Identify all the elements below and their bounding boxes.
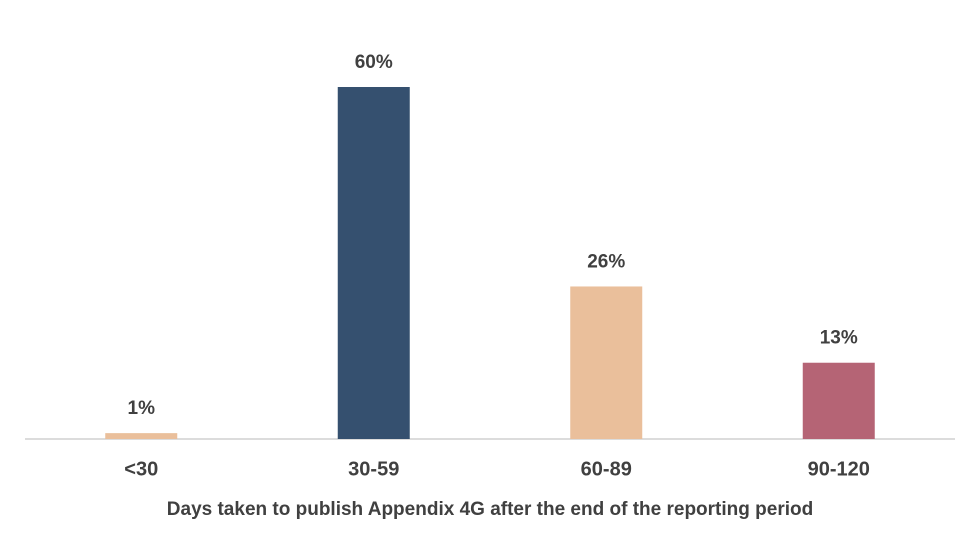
x-tick-label: 30-59 <box>348 458 399 480</box>
x-tick-label: <30 <box>124 458 158 480</box>
data-label: 60% <box>355 52 393 73</box>
data-label: 1% <box>128 398 156 419</box>
x-tick-label: 60-89 <box>581 458 632 480</box>
bar <box>105 433 178 439</box>
bar <box>802 362 875 439</box>
data-label: 13% <box>820 328 858 349</box>
x-tick-label: 90-120 <box>808 458 870 480</box>
data-label: 26% <box>587 251 625 272</box>
bar <box>570 286 643 439</box>
bar <box>337 87 410 439</box>
x-axis-title: Days taken to publish Appendix 4G after … <box>167 499 813 520</box>
